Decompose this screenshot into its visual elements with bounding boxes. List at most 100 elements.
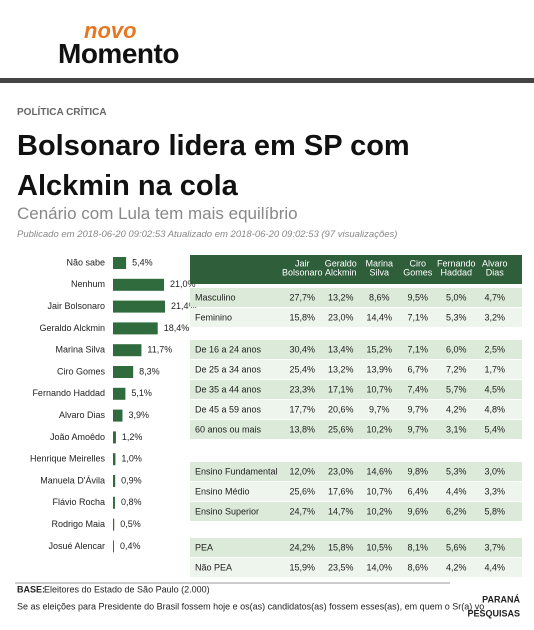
value-label: 18,4%	[164, 323, 190, 333]
table-cell: 9,8%	[407, 466, 428, 476]
base-label: BASE:	[17, 584, 45, 594]
table-cell: 9,7%	[407, 424, 428, 434]
bar-label: Rodrigo Maia	[51, 519, 105, 529]
column-header: Fernando Haddad	[437, 259, 476, 278]
bar-label: Ciro Gomes	[57, 366, 106, 376]
table-cell: 7,4%	[407, 384, 428, 394]
bar-label: Jair Bolsonaro	[47, 301, 105, 311]
table-cell: 9,7%	[369, 404, 390, 414]
table-cell: 3,2%	[484, 312, 505, 322]
value-label: 5,4%	[132, 257, 153, 267]
column-header: Alvaro Dias	[482, 259, 508, 278]
table-cell: 17,1%	[328, 384, 354, 394]
bar-label: Flávio Rocha	[52, 497, 105, 507]
table-cell: 4,2%	[446, 562, 467, 572]
table-cell: 7,1%	[407, 344, 428, 354]
value-label: 0,8%	[121, 497, 142, 507]
row-label: Masculino	[195, 292, 236, 302]
bar	[113, 496, 115, 509]
logo[interactable]: novo	[84, 18, 137, 43]
table-row	[190, 308, 522, 327]
table-cell: 10,2%	[366, 506, 392, 516]
table-cell: 3,1%	[446, 424, 467, 434]
table-cell: 24,7%	[289, 506, 315, 516]
logo[interactable]: Momento	[58, 38, 179, 69]
value-label: 1,2%	[122, 432, 143, 442]
row-label: Ensino Superior	[195, 506, 259, 516]
bar-label: Marina Silva	[55, 345, 105, 355]
value-label: 3,9%	[128, 410, 149, 420]
bar-label: Geraldo Alckmin	[39, 323, 105, 333]
table-cell: 4,5%	[484, 384, 505, 394]
value-label: 0,9%	[121, 475, 142, 485]
table-cell: 4,8%	[484, 404, 505, 414]
table-cell: 20,6%	[328, 404, 354, 414]
bar	[113, 344, 142, 357]
table-cell: 30,4%	[289, 344, 315, 354]
article-subtitle: Cenário com Lula tem mais equilíbrio	[17, 204, 298, 223]
bar	[113, 409, 123, 422]
table-cell: 14,6%	[366, 466, 392, 476]
bar-label: Josué Alencar	[48, 541, 105, 551]
table-cell: 1,7%	[484, 364, 505, 374]
bar-label: Alvaro Dias	[59, 410, 106, 420]
table-cell: 2,5%	[484, 344, 505, 354]
bar-label: Fernando Haddad	[32, 388, 105, 398]
table-cell: 13,2%	[328, 292, 354, 302]
table-row	[190, 502, 522, 521]
value-label: 11,7%	[147, 345, 172, 355]
column-header: Marina Silva	[365, 259, 393, 278]
table-cell: 25,4%	[289, 364, 315, 374]
table-row	[190, 462, 522, 481]
value-label: 8,3%	[139, 366, 160, 376]
table-row	[190, 340, 522, 359]
table-cell: 6,2%	[446, 506, 467, 516]
section-label[interactable]: POLÍTICA CRÍTICA	[17, 107, 107, 118]
table-cell: 5,3%	[446, 312, 467, 322]
table-cell: 13,8%	[289, 424, 315, 434]
table-cell: 15,9%	[289, 562, 315, 572]
row-label: Feminino	[195, 312, 232, 322]
bar	[113, 453, 116, 466]
row-label: 60 anos ou mais	[195, 424, 262, 434]
table-cell: 14,0%	[366, 562, 392, 572]
bar	[113, 366, 134, 378]
table-cell: 10,2%	[366, 424, 392, 434]
base-text: Eleitores do Estado de São Paulo (2.000)	[44, 584, 210, 594]
table-row	[190, 400, 522, 419]
table-cell: 5,3%	[446, 466, 467, 476]
bar-label: Não sabe	[66, 257, 105, 267]
question: Se as eleições para Presidente do Brasil…	[17, 601, 484, 611]
bar	[113, 540, 114, 553]
bar-label: Manuela D'Ávila	[40, 475, 105, 485]
source-logo: PARANÁ	[482, 594, 520, 604]
table-cell: 9,5%	[407, 292, 428, 302]
table-cell: 13,4%	[328, 344, 354, 354]
bar	[113, 300, 165, 313]
table-cell: 23,0%	[328, 312, 354, 322]
column-header: Geraldo Alckmin	[325, 259, 357, 278]
table-cell: 15,2%	[366, 344, 392, 354]
table-cell: 25,6%	[328, 424, 354, 434]
table-cell: 17,6%	[328, 486, 354, 496]
table-cell: 4,4%	[446, 486, 467, 496]
source-logo: PESQUISAS	[467, 608, 520, 618]
bar	[113, 518, 115, 531]
row-label: Não PEA	[195, 562, 232, 572]
row-label: De 16 a 24 anos	[195, 344, 262, 354]
column-header: Jair Bolsonaro	[282, 259, 323, 278]
table-cell: 9,6%	[407, 506, 428, 516]
bar	[113, 387, 126, 400]
table-cell: 4,7%	[484, 292, 505, 302]
table-cell: 14,7%	[328, 506, 354, 516]
table-row	[190, 380, 522, 399]
bar-label: Nenhum	[71, 279, 105, 289]
table-row	[190, 482, 522, 501]
table-cell: 23,3%	[289, 384, 315, 394]
table-cell: 15,8%	[328, 542, 354, 552]
table-cell: 8,6%	[407, 562, 428, 572]
table-cell: 8,1%	[407, 542, 428, 552]
bar-label: João Amoêdo	[50, 432, 105, 442]
table-cell: 25,6%	[289, 486, 315, 496]
